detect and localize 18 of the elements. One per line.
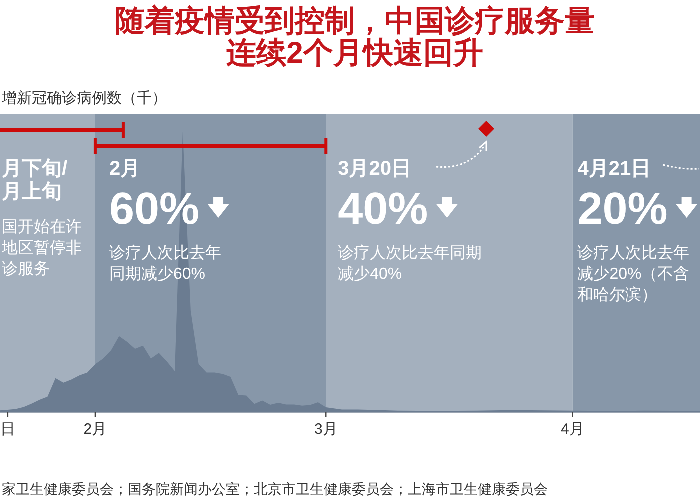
annotation: 诊疗人次比去年同期减少40% (338, 244, 482, 283)
x-tick-label: 3月 (314, 421, 338, 438)
annotation: 60% (109, 183, 200, 234)
band-label: 月下旬/月上旬 (1, 158, 68, 203)
band-label: 2月 (109, 158, 141, 180)
x-tick-label: 4月 (561, 421, 584, 438)
text: 家卫生健康委员会；国务院新闻办公室；北京市卫生健康委员会；上海市卫生健康委员会 (2, 481, 548, 497)
band-label: 4月21日 (578, 158, 652, 180)
y-axis-title: 增新冠确诊病例数（千） (1, 90, 167, 107)
x-tick-label: 日 (0, 421, 16, 438)
annotation: 20% (578, 183, 668, 234)
annotation: 诊疗人次比去年减少20%（不含和哈尔滨） (578, 244, 690, 304)
chart-title: 随着疫情受到控制，中国诊疗服务量连续2个月快速回升 (115, 4, 595, 70)
annotation: 诊疗人次比去年同期减少60% (109, 244, 222, 283)
annotation: 40% (338, 183, 428, 234)
x-tick-label: 2月 (84, 421, 108, 438)
annotation: 国开始在许地区暂停非诊服务 (1, 218, 82, 278)
band-label: 3月20日 (338, 158, 412, 180)
